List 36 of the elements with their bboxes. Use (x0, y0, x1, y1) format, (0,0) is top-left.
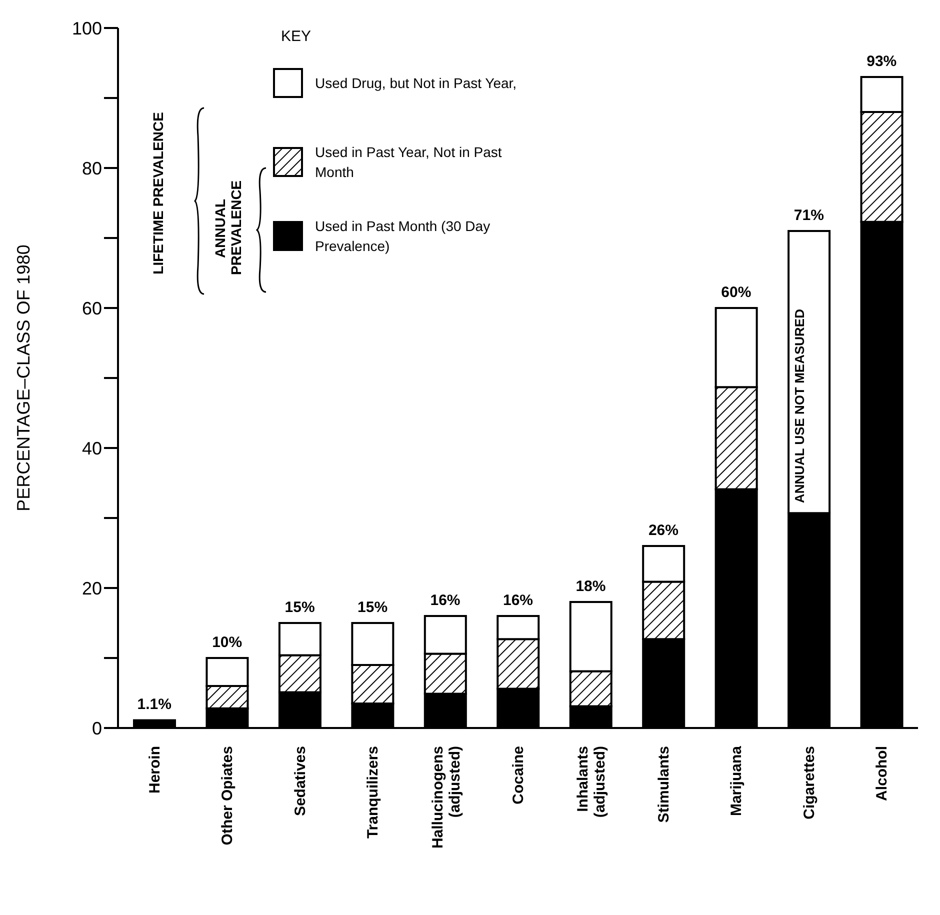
legend-label: Used Drug, but Not in Past Year, (315, 74, 518, 93)
total-label: 60% (720, 284, 752, 301)
total-label: 16% (502, 592, 534, 609)
total-label: 1.1% (136, 696, 172, 714)
legend-title: KEY (280, 28, 312, 45)
total-label: 15% (284, 599, 316, 616)
total-label: 93% (866, 53, 898, 70)
y-tick-label: 0 (92, 718, 102, 738)
x-tick-label: Heroin (146, 746, 164, 794)
x-tick-label: Cocaine (510, 746, 527, 804)
total-label: 16% (429, 592, 462, 609)
legend-label: Used in Past Year, Not in Past Month (315, 143, 503, 182)
x-tick-label: Other Opiates (219, 746, 236, 846)
y-tick-label: 40 (82, 438, 102, 458)
y-tick-label: 100 (72, 18, 102, 38)
y-tick-label: 60 (82, 298, 102, 318)
x-tick-label: Tranquilizers (364, 746, 382, 839)
x-tick-label: Inhalants (adjusted) (574, 746, 609, 818)
x-tick-label: Stimulants (655, 746, 672, 823)
total-label: 26% (647, 522, 680, 539)
annotation: ANNUAL USE NOT MEASURED (792, 308, 808, 503)
x-tick-label: Cigarettes (800, 746, 818, 820)
x-tick-label: Marijuana (728, 745, 746, 816)
total-label: 10% (211, 634, 244, 651)
x-tick-label: Sedatives (292, 746, 309, 816)
total-label: 18% (574, 578, 607, 595)
annotation: ANNUAL PREVALENCE (212, 180, 245, 278)
total-label: 15% (356, 599, 389, 616)
x-tick-label: Hallucinogens (adjusted) (429, 746, 464, 849)
y-tick-label: 80 (82, 158, 102, 178)
total-label: 71% (792, 207, 825, 224)
legend-label: Used in Past Month (30 Day Prevalence) (315, 217, 492, 256)
y-axis-title: PERCENTAGE–CLASS OF 1980 (13, 244, 34, 512)
y-tick-label: 20 (82, 578, 102, 598)
x-tick-label: Alcohol (874, 746, 891, 801)
annotation: LIFETIME PREVALENCE (150, 112, 167, 274)
